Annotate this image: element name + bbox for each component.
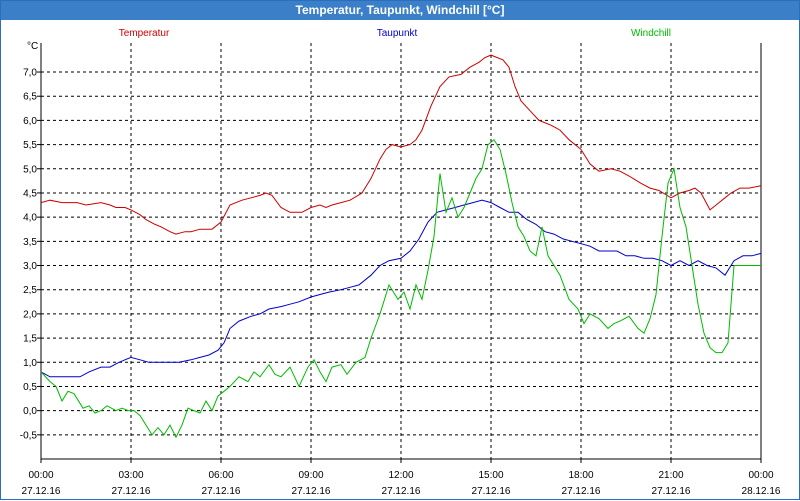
x-tick-labels: 00:00 27.12.16 03:00 27.12.16 06:00 27.12.16 0… xyxy=(22,459,781,497)
y-tick-label: 5,5 xyxy=(23,140,37,151)
y-tick-label: 6,0 xyxy=(23,116,37,127)
x-tick-time: 15:00 xyxy=(478,470,503,481)
x-tick-date: 28.12.16 xyxy=(742,486,781,497)
x-tick-time: 09:00 xyxy=(298,470,323,481)
series-lines xyxy=(40,54,762,439)
legend-entry-windchill: Windchill xyxy=(631,28,671,39)
x-tick-time: 03:00 xyxy=(118,470,143,481)
series-line-temperatur xyxy=(40,54,762,235)
y-tick-label: 2,0 xyxy=(23,309,37,320)
y-tick-label: 0,0 xyxy=(23,406,37,417)
y-tick-label: 5,0 xyxy=(23,164,37,175)
x-tick-time: 06:00 xyxy=(208,470,233,481)
x-tick-date: 27.12.16 xyxy=(292,486,331,497)
series-line-windchill xyxy=(40,138,761,439)
x-tick-date: 27.12.16 xyxy=(22,486,61,497)
x-tick-date: 27.12.16 xyxy=(202,486,241,497)
y-axis-unit-label: °C xyxy=(27,41,38,52)
series-line-taupunkt xyxy=(40,199,762,378)
y-tick-label: 3,0 xyxy=(23,261,37,272)
x-tick-date: 27.12.16 xyxy=(472,486,511,497)
y-tick-label: 2,5 xyxy=(23,285,37,296)
x-tick-time: 00:00 xyxy=(748,470,773,481)
legend-entry-temperatur: Temperatur xyxy=(119,28,170,39)
plot-area xyxy=(41,43,761,459)
x-tick-date: 27.12.16 xyxy=(112,486,151,497)
y-tick-label: 7,0 xyxy=(23,68,37,79)
x-tick-time: 18:00 xyxy=(568,470,593,481)
grid-lines xyxy=(41,43,761,459)
x-tick-time: 21:00 xyxy=(658,470,683,481)
y-tick-label: 3,5 xyxy=(23,237,37,248)
y-tick-label: 1,5 xyxy=(23,334,37,345)
x-tick-date: 27.12.16 xyxy=(652,486,691,497)
y-tick-label: 1,0 xyxy=(23,358,37,369)
window-title: Temperatur, Taupunkt, Windchill [°C] xyxy=(1,1,799,20)
legend-entry-taupunkt: Taupunkt xyxy=(377,28,418,39)
x-tick-date: 27.12.16 xyxy=(382,486,421,497)
y-tick-label: -0,5 xyxy=(20,430,38,441)
y-tick-label: 0,5 xyxy=(23,382,37,393)
legend: Temperatur Taupunkt Windchill xyxy=(119,28,671,39)
y-tick-label: 6,5 xyxy=(23,92,37,103)
x-tick-time: 00:00 xyxy=(28,470,53,481)
y-tick-label: 4,5 xyxy=(23,188,37,199)
x-tick-time: 12:00 xyxy=(388,470,413,481)
x-tick-date: 27.12.16 xyxy=(562,486,601,497)
y-tick-label: 4,0 xyxy=(23,213,37,224)
y-tick-labels: -0,5 0,0 0,5 1,0 1,5 2,0 2,5 3,0 3,5 4,0 4,5 5,0 5,5… xyxy=(20,68,41,441)
